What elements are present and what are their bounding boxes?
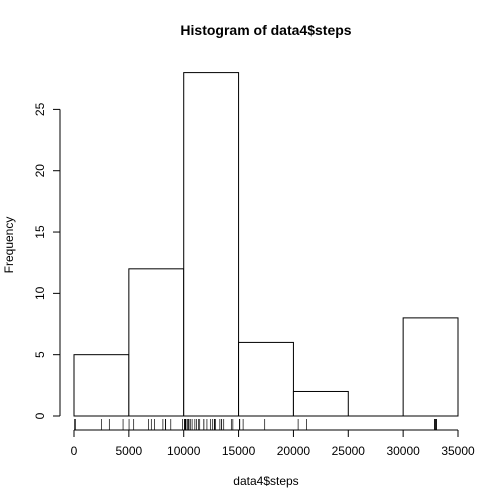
- y-tick-label: 10: [33, 286, 47, 300]
- histogram-bar-2: [183, 72, 240, 417]
- x-tick-label: 5000: [116, 444, 143, 458]
- bars-group: [73, 72, 459, 417]
- x-tick-label: 30000: [386, 444, 420, 458]
- x-axis: 0 5000 10000 15000 20000 25000 30000 35000: [71, 429, 475, 458]
- histogram-bar-0: [73, 354, 130, 417]
- histogram-bar-6: [402, 317, 459, 417]
- chart-title: Histogram of data4$steps: [180, 22, 351, 38]
- x-tick-label: 0: [71, 444, 78, 458]
- y-tick-label: 15: [33, 225, 47, 239]
- x-tick-label: 10000: [167, 444, 201, 458]
- histogram-bar-3: [238, 341, 294, 417]
- y-tick-label: 5: [33, 351, 47, 358]
- y-tick-label: 20: [33, 164, 47, 178]
- y-tick-label: 0: [33, 412, 47, 419]
- histogram-bar-4: [292, 390, 349, 417]
- x-axis-label: data4$steps: [233, 474, 298, 488]
- y-axis: 0 5 10 15 20 25: [33, 102, 61, 419]
- y-tick-label: 25: [33, 102, 47, 116]
- histogram-bar-1: [128, 268, 185, 417]
- x-tick-label: 35000: [441, 444, 475, 458]
- rug-group: [74, 419, 437, 430]
- x-tick-label: 25000: [332, 444, 366, 458]
- y-axis-label: Frequency: [2, 217, 16, 274]
- x-tick-label: 20000: [277, 444, 311, 458]
- x-tick-label: 15000: [222, 444, 256, 458]
